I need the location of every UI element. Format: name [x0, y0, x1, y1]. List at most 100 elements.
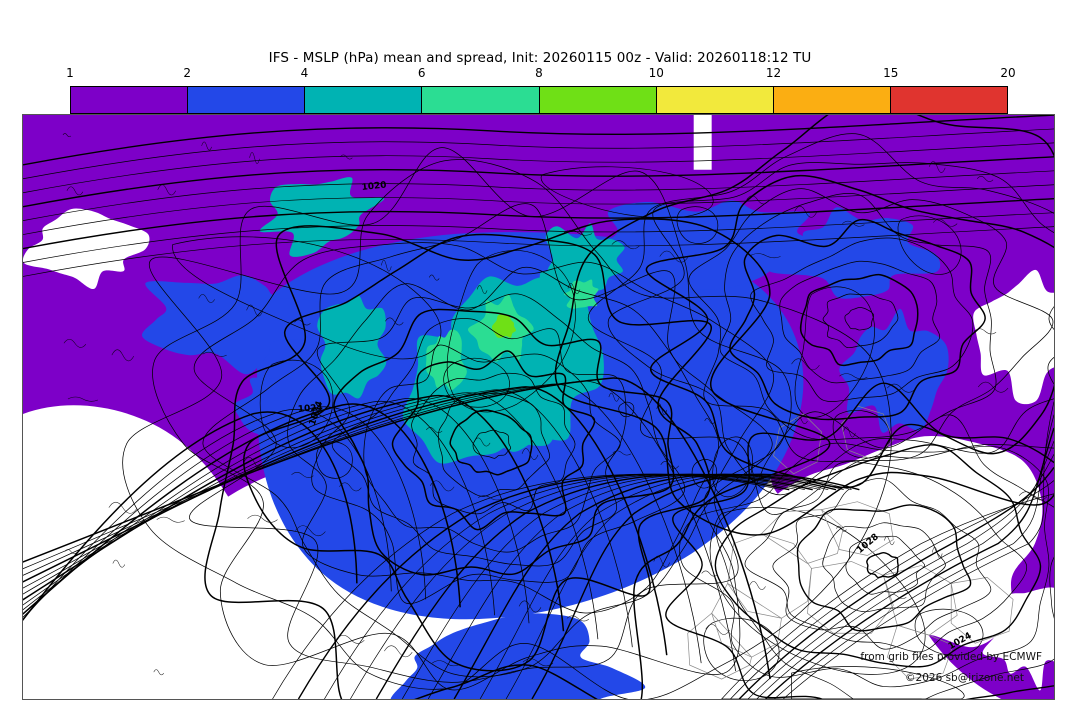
isobar-low-atlantic	[411, 372, 576, 515]
coastline-detail	[612, 450, 631, 456]
coastline-novaya-zemlya	[897, 215, 962, 275]
country-border-6	[773, 413, 822, 475]
colorbar-tick-12: 12	[765, 66, 782, 80]
isobar-low-scandinavia	[588, 133, 1054, 515]
country-border-9	[687, 612, 752, 680]
isobar-low-scandinavia	[607, 162, 1054, 496]
coastline-detail	[563, 229, 593, 236]
isobar-high-europe	[772, 478, 992, 650]
coastline-detail	[976, 176, 994, 182]
isobar-north-trough	[23, 115, 1054, 166]
coastline-detail	[156, 516, 185, 523]
country-border-8	[950, 577, 1014, 644]
coastline-blacksea	[914, 608, 984, 656]
isobar-low-atlantic	[391, 350, 596, 531]
isobar-low-scandinavia	[645, 174, 1054, 489]
isobar-north-trough	[23, 184, 1054, 235]
coastline-detail	[66, 186, 84, 196]
isobar-low-scandinavia	[750, 237, 974, 402]
coastline-detail	[339, 482, 362, 492]
coastline-canada-east	[172, 236, 442, 360]
isobar-low-atlantic	[437, 393, 551, 497]
coastline-detail	[791, 358, 820, 371]
isobar-label-2: 1020	[361, 180, 387, 193]
isobar-low-scandinavia	[822, 293, 899, 349]
coastline-detail	[750, 253, 781, 259]
isobar-layer	[23, 115, 1054, 699]
colorbar-tick-2: 2	[183, 66, 192, 80]
isobar-north-trough	[23, 212, 1054, 263]
coastline-scandinavia	[794, 286, 875, 418]
colorbar-tick-labels: 1 2 4 6 8 10 12 15 20	[66, 66, 1015, 84]
coastline-detail	[111, 349, 135, 362]
spread-2-4-southwest	[390, 613, 646, 699]
coastline-detail	[340, 154, 353, 160]
spread-6-8-secondary	[425, 329, 467, 391]
isobar-low-atlantic	[189, 242, 774, 683]
colorbar-segment-10-12	[656, 87, 774, 113]
colorbar-tick-6: 6	[417, 66, 426, 80]
coastline-detail	[977, 381, 1009, 393]
isobar-low-atlantic	[472, 429, 512, 459]
isobar-east-flow	[765, 427, 1054, 699]
isobar-south-sweep	[531, 473, 860, 699]
coastline-detail	[63, 338, 87, 348]
isobar-low-scandinavia	[844, 307, 875, 331]
coastline-detail	[384, 645, 413, 658]
isobar-low-scandinavia	[729, 218, 986, 421]
isobar-high-europe	[679, 442, 1050, 688]
colorbar-segment-4-6	[305, 87, 423, 113]
isobar-low-scandinavia	[779, 260, 941, 384]
isobar-high	[23, 377, 771, 680]
isobar-high	[23, 386, 668, 656]
isobar-east-flow	[774, 414, 1054, 699]
coastline-detail	[928, 161, 946, 173]
spread-4-6-north	[259, 177, 385, 257]
colorbar-segment-1-2	[71, 87, 189, 113]
coastline-detail	[249, 152, 260, 164]
coastline-detail	[704, 418, 715, 424]
country-border-10	[886, 624, 954, 680]
coastline-detail	[153, 669, 164, 676]
coastline-detail	[611, 240, 640, 250]
isobar-high-europe	[744, 461, 1027, 653]
isobar-low-atlantic	[287, 266, 719, 614]
coastline-detail	[476, 285, 488, 294]
coastline-detail	[67, 396, 98, 402]
coastline-detail	[201, 141, 212, 151]
coastline-detail	[198, 294, 215, 303]
coastline-detail	[62, 133, 72, 137]
colorbar-tick-8: 8	[535, 66, 543, 80]
isobar-high-europe	[796, 504, 972, 632]
coastline-svalbard	[676, 206, 719, 244]
isobar-high-europe	[845, 535, 926, 595]
colorbar-segment-2-4	[188, 87, 306, 113]
isobar-high	[23, 389, 633, 648]
coastline-detail	[659, 250, 688, 263]
spread-2-4-scandinavia	[839, 308, 949, 433]
colorbar-segment-12-15	[773, 87, 891, 113]
isobar-label-1: 1024	[297, 403, 323, 415]
spread-below-1-europe	[752, 435, 1043, 666]
isobar-south-sweep	[479, 473, 844, 699]
isobar-low-atlantic	[152, 147, 792, 691]
spread-8-10-core	[491, 314, 516, 338]
isobar-east-flow	[721, 493, 1054, 699]
coastline-detail	[108, 501, 138, 514]
coastline-detail	[246, 304, 263, 317]
coastline-bear-arctic	[540, 166, 714, 219]
colorbar	[70, 86, 1008, 114]
isobar-high	[23, 411, 358, 622]
isobar-low-atlantic	[331, 318, 627, 567]
coastline-britain	[712, 436, 753, 498]
map-panel[interactable]: 1024 1024 1020 1028 1024 from grib files pro…	[22, 114, 1055, 700]
coastline-detail	[295, 525, 326, 537]
colorbar-tick-1: 1	[66, 66, 74, 80]
isobar-high-europe	[716, 411, 1054, 699]
coastline-detail	[888, 594, 907, 599]
colorbar-tick-4: 4	[300, 66, 309, 80]
coastline-detail	[933, 218, 958, 227]
isobar-low-atlantic	[202, 203, 773, 678]
